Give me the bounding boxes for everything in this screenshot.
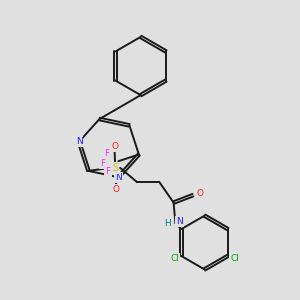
- Text: F: F: [105, 167, 110, 176]
- Text: F: F: [104, 148, 109, 158]
- Text: F: F: [100, 159, 105, 168]
- Text: S: S: [112, 163, 119, 173]
- Text: O: O: [111, 142, 118, 151]
- Text: N: N: [76, 137, 82, 146]
- Text: H: H: [165, 219, 171, 228]
- Text: O: O: [112, 185, 120, 194]
- Text: N: N: [176, 217, 182, 226]
- Text: Cl: Cl: [230, 254, 239, 263]
- Text: N: N: [115, 173, 122, 182]
- Text: Cl: Cl: [170, 254, 179, 263]
- Text: O: O: [196, 189, 203, 198]
